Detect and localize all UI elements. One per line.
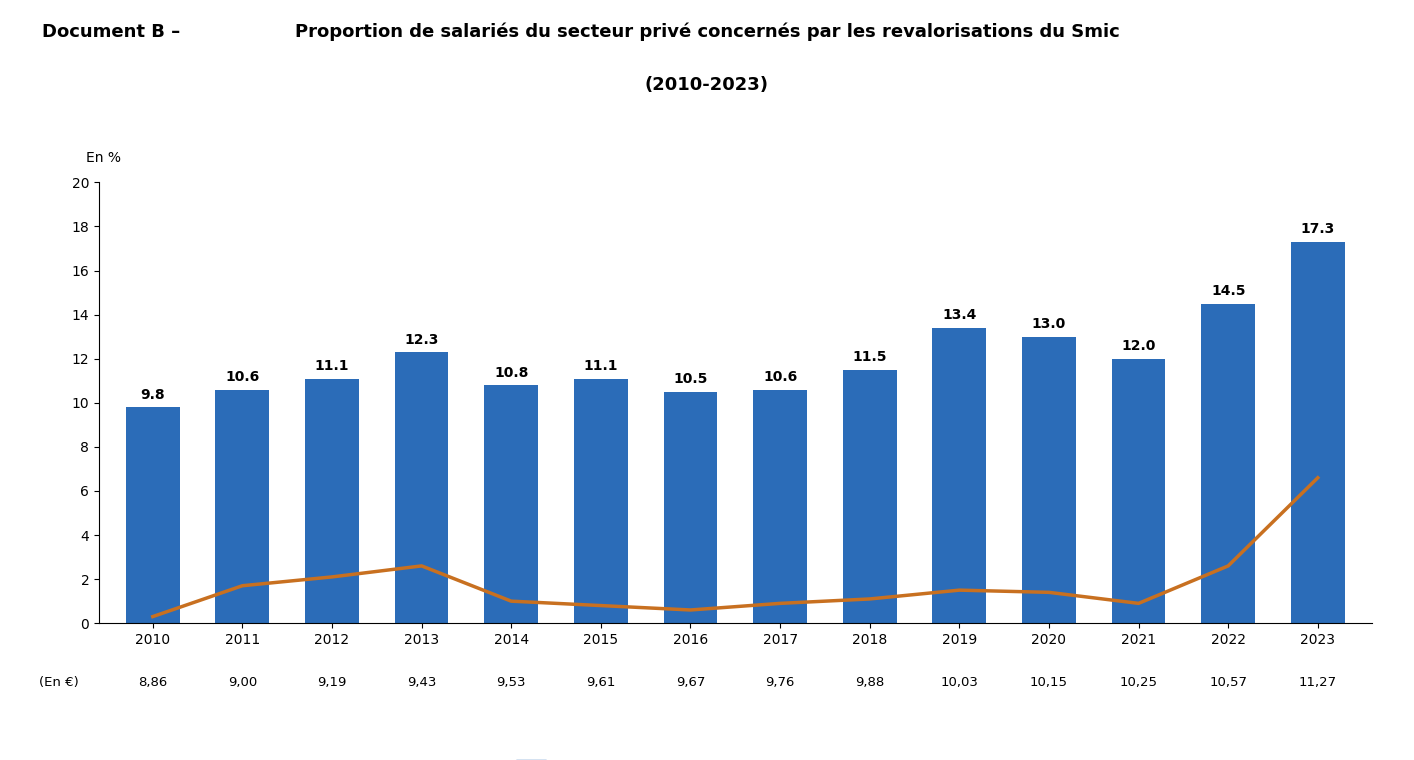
Bar [1022,337,1076,623]
Text: 11.5: 11.5 [853,350,887,364]
Text: 17.3: 17.3 [1301,223,1335,236]
Bar [215,390,269,623]
Text: 9,53: 9,53 [496,676,526,689]
Text: En %: En % [86,150,122,165]
Bar [1291,242,1345,623]
Text: (2010-2023): (2010-2023) [645,76,769,94]
Bar [395,352,448,623]
Legend: 2010 - 2023, Revalorisation du Smic (en %): 2010 - 2023, Revalorisation du Smic (en … [509,754,962,760]
Text: 10,25: 10,25 [1120,676,1158,689]
Text: 9,00: 9,00 [228,676,257,689]
Bar [574,378,628,623]
Text: (En €): (En €) [40,676,79,689]
Text: 9,61: 9,61 [587,676,615,689]
Text: 9,67: 9,67 [676,676,706,689]
Text: 10,03: 10,03 [940,676,978,689]
Text: 11.1: 11.1 [315,359,349,373]
Text: 14.5: 14.5 [1210,284,1246,298]
Text: 13.4: 13.4 [942,309,977,322]
Text: 10.6: 10.6 [764,370,797,384]
Text: 9,19: 9,19 [317,676,346,689]
Text: Proportion de salariés du secteur privé concernés par les revalorisations du Smi: Proportion de salariés du secteur privé … [294,23,1120,41]
Bar [1202,303,1256,623]
Bar [1111,359,1165,623]
Text: 12.3: 12.3 [404,333,438,347]
Bar [663,392,717,623]
Bar [754,390,807,623]
Bar [932,328,986,623]
Text: Document B –: Document B – [42,23,181,41]
Text: 11.1: 11.1 [584,359,618,373]
Text: 10.6: 10.6 [225,370,260,384]
Bar [305,378,359,623]
Text: 9.8: 9.8 [140,388,165,402]
Bar [843,369,896,623]
Text: 10,15: 10,15 [1029,676,1068,689]
Text: 12.0: 12.0 [1121,339,1155,353]
Text: 9,43: 9,43 [407,676,437,689]
Bar [126,407,180,623]
Text: 11,27: 11,27 [1298,676,1336,689]
Text: 10.5: 10.5 [673,372,707,386]
Text: 8,86: 8,86 [139,676,167,689]
Bar [485,385,539,623]
Text: 10,57: 10,57 [1209,676,1247,689]
Text: 13.0: 13.0 [1032,317,1066,331]
Text: 9,76: 9,76 [765,676,795,689]
Text: 10.8: 10.8 [493,366,529,380]
Text: 9,88: 9,88 [855,676,884,689]
